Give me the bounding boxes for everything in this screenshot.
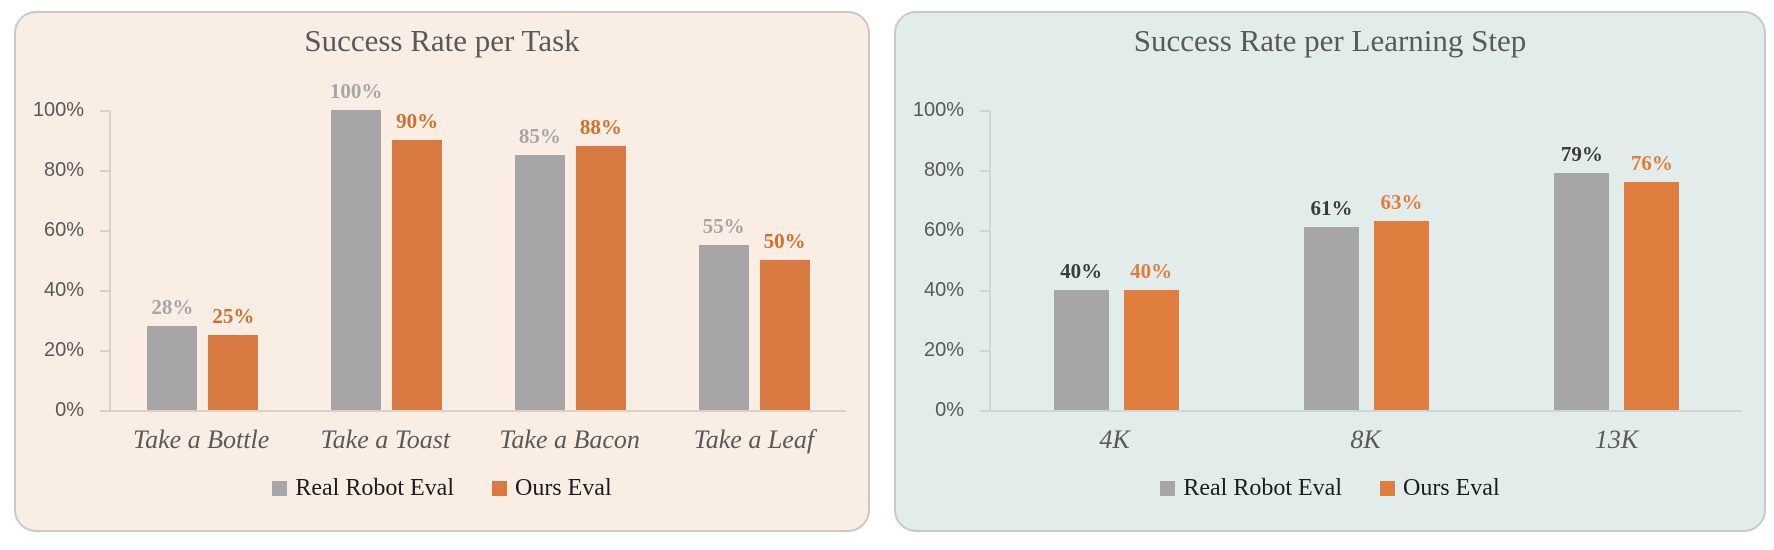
bar-group: 85% 88% — [479, 115, 663, 410]
bar-value-label: 40% — [1060, 259, 1103, 283]
x-axis-labels: 4K 8K 13K — [989, 425, 1742, 455]
bar: 79% — [1554, 142, 1610, 410]
bar-group: 28% 25% — [111, 295, 295, 410]
y-tick-mark — [100, 350, 109, 352]
x-category-label: Take a Bacon — [499, 425, 640, 454]
chart-title: Success Rate per Learning Step — [1133, 23, 1527, 58]
bar-group: 79% 76% — [1492, 142, 1742, 410]
legend-label: Ours Eval — [514, 475, 612, 501]
y-tick-label: 0% — [935, 399, 964, 421]
bar-group: 40% 40% — [991, 259, 1241, 410]
y-tick-mark — [100, 290, 109, 292]
bar-value-label: 55% — [702, 214, 745, 238]
legend-label: Real Robot Eval — [1183, 475, 1342, 501]
x-axis-labels: Take a Bottle Take a Toast Take a Bacon Tak… — [109, 425, 846, 455]
y-tick-label: 100% — [912, 99, 964, 121]
bar: 61% — [1303, 196, 1359, 410]
y-tick-mark — [980, 170, 989, 172]
legend-item: Real Robot Eval — [272, 475, 454, 502]
y-tick-label: 60% — [43, 219, 84, 241]
bar-value-label: 61% — [1310, 196, 1353, 220]
y-tick-mark — [100, 110, 109, 112]
plot-area: 40% 40% 61% 63% 79% 76% — [980, 110, 1742, 412]
plot-area: 28% 25% 100% 90% 85% 88% 55% 50% — [100, 79, 846, 412]
legend-swatch-icon — [1379, 481, 1395, 496]
bar: 50% — [759, 229, 810, 410]
y-tick-label: 20% — [923, 339, 964, 361]
legend-swatch-icon — [491, 481, 507, 496]
y-tick-mark — [980, 110, 989, 112]
legend-label: Ours Eval — [1402, 475, 1500, 501]
y-tick-label: 100% — [32, 99, 84, 121]
chart-panel-success-rate-per-learning-step: Success Rate per Learning Step 0% 20% 40% 6… — [894, 11, 1766, 532]
bar-group: 55% 50% — [662, 214, 846, 410]
bar: 100% — [330, 79, 382, 410]
bar: 28% — [147, 295, 198, 410]
chart-panel-success-rate-per-task: Success Rate per Task 0% 20% 40% 60% 80% 100%… — [14, 11, 870, 532]
y-tick-label: 0% — [55, 399, 84, 421]
bar: 63% — [1373, 190, 1429, 410]
bar-group: 100% 90% — [295, 79, 479, 410]
legend: Real Robot Eval Ours Eval — [896, 475, 1764, 502]
bar-value-label: 50% — [763, 229, 806, 253]
bar-value-label: 28% — [151, 295, 194, 319]
chart-title: Success Rate per Task — [304, 23, 580, 58]
bar-value-label: 63% — [1380, 190, 1423, 214]
legend-item: Real Robot Eval — [1160, 475, 1342, 502]
bar: 85% — [514, 124, 565, 410]
bar: 88% — [575, 115, 626, 410]
bar-value-label: 85% — [518, 124, 561, 148]
y-tick-label: 80% — [923, 159, 964, 181]
y-axis-labels: 0% 20% 40% 60% 80% 100% — [896, 99, 972, 421]
x-category-label: Take a Bottle — [133, 425, 270, 454]
bar: 90% — [392, 109, 443, 410]
bar: 25% — [208, 304, 259, 410]
bar-group: 61% 63% — [1241, 190, 1491, 410]
y-tick-label: 60% — [923, 219, 964, 241]
x-category-label: 13K — [1594, 425, 1639, 454]
x-category-label: Take a Leaf — [693, 425, 815, 454]
y-tick-mark — [980, 410, 989, 412]
y-tick-mark — [980, 290, 989, 292]
bar-value-label: 76% — [1630, 151, 1673, 175]
legend-swatch-icon — [272, 481, 288, 496]
bar-value-label: 90% — [396, 109, 439, 133]
bar-value-label: 100% — [329, 79, 383, 103]
y-tick-label: 80% — [43, 159, 84, 181]
bar-value-label: 88% — [579, 115, 622, 139]
y-axis-labels: 0% 20% 40% 60% 80% 100% — [16, 99, 92, 421]
legend-item: Ours Eval — [1379, 475, 1500, 502]
y-tick-label: 40% — [923, 279, 964, 301]
bar-value-label: 79% — [1560, 142, 1603, 166]
bar-value-label: 40% — [1130, 259, 1173, 283]
y-tick-mark — [100, 230, 109, 232]
legend-item: Ours Eval — [491, 475, 612, 502]
bar: 40% — [1123, 259, 1179, 410]
bar-value-label: 25% — [212, 304, 255, 328]
y-tick-mark — [100, 170, 109, 172]
x-category-label: 4K — [1099, 425, 1130, 454]
legend-swatch-icon — [1160, 481, 1176, 496]
legend-label: Real Robot Eval — [295, 475, 454, 501]
bar: 40% — [1053, 259, 1109, 410]
bar-groups: 40% 40% 61% 63% 79% 76% — [991, 110, 1742, 410]
y-tick-mark — [100, 410, 109, 412]
x-category-label: 8K — [1350, 425, 1381, 454]
legend: Real Robot Eval Ours Eval — [16, 475, 868, 502]
y-tick-mark — [980, 350, 989, 352]
bar: 55% — [698, 214, 749, 410]
y-tick-label: 40% — [43, 279, 84, 301]
bar-groups: 28% 25% 100% 90% 85% 88% 55% 50% — [111, 79, 846, 410]
y-tick-mark — [980, 230, 989, 232]
y-tick-label: 20% — [43, 339, 84, 361]
x-category-label: Take a Toast — [320, 425, 451, 454]
bar: 76% — [1624, 151, 1680, 410]
